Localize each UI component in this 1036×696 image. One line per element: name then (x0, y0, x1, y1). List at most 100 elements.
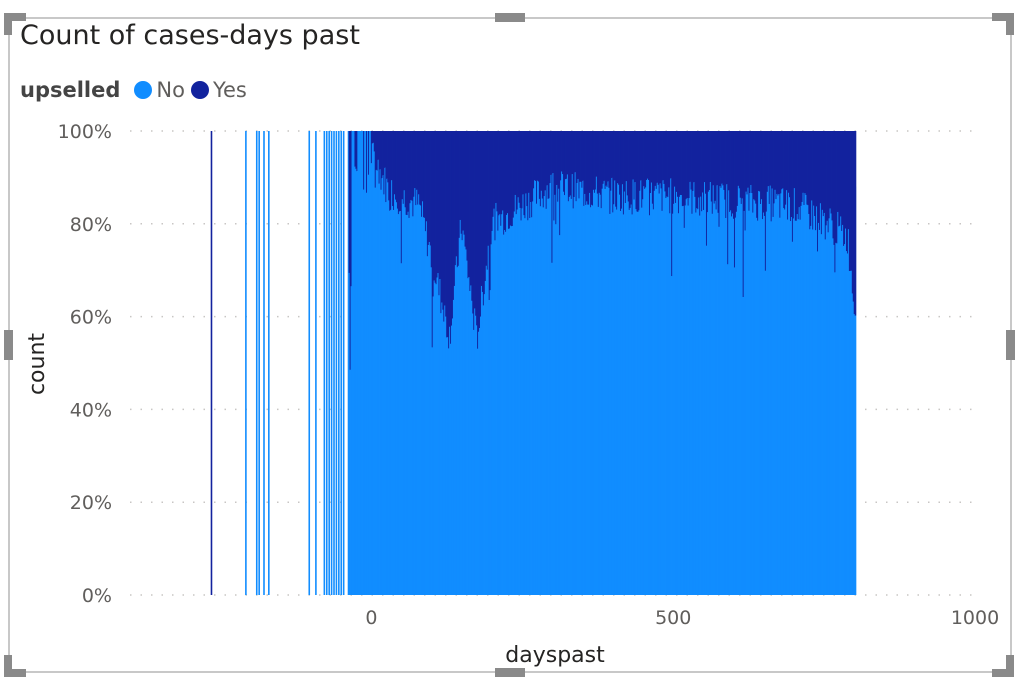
bar-segment-yes[interactable] (799, 131, 802, 220)
bar-segment-no[interactable] (476, 325, 478, 595)
bar-segment-no[interactable] (553, 220, 555, 595)
bar-segment-yes[interactable] (717, 131, 720, 213)
bar-segment-yes[interactable] (721, 131, 724, 184)
bar-segment-no[interactable] (694, 196, 696, 595)
bar-segment-no[interactable] (602, 183, 605, 595)
bar-segment-no[interactable] (515, 214, 518, 595)
bar-segment-no[interactable] (477, 348, 479, 595)
bar-segment-yes[interactable] (808, 131, 810, 214)
bar-segment-yes[interactable] (787, 131, 789, 220)
bar-segment-no[interactable] (631, 214, 634, 596)
bar-segment-no[interactable] (481, 291, 484, 595)
bar-segment-yes[interactable] (854, 131, 857, 316)
bar-segment-yes[interactable] (474, 131, 476, 309)
bar-segment-no[interactable] (739, 197, 742, 595)
bar-segment-no[interactable] (447, 337, 449, 595)
bar-segment-yes[interactable] (748, 131, 751, 211)
bar-segment-yes[interactable] (413, 131, 415, 197)
bar-segment-yes[interactable] (627, 131, 630, 202)
bar-segment-yes[interactable] (568, 131, 571, 197)
bar-segment-yes[interactable] (388, 131, 390, 201)
bar-segment-no[interactable] (651, 203, 654, 595)
bar-segment-yes[interactable] (557, 131, 559, 202)
bar-segment-yes[interactable] (779, 131, 781, 218)
bar-segment-no[interactable] (566, 174, 569, 595)
bar-segment-yes[interactable] (697, 131, 699, 210)
resize-handle-bottom-right[interactable] (992, 669, 1014, 677)
bar-segment-no[interactable] (455, 256, 458, 595)
bar-segment-no[interactable] (268, 131, 270, 595)
bar-segment-no[interactable] (664, 191, 667, 595)
bar-segment-no[interactable] (594, 189, 597, 595)
bar-segment-no[interactable] (729, 211, 731, 595)
bar-segment-no[interactable] (406, 215, 409, 595)
bar-segment-no[interactable] (772, 216, 775, 595)
bar-segment-yes[interactable] (667, 131, 669, 198)
bar-segment-no[interactable] (386, 178, 388, 595)
bar-segment-no[interactable] (541, 198, 544, 595)
bar-segment-yes[interactable] (849, 131, 852, 271)
bar-segment-yes[interactable] (740, 131, 743, 204)
bar-segment-no[interactable] (349, 369, 352, 595)
bar-segment-no[interactable] (641, 207, 643, 595)
bar-segment-yes[interactable] (612, 131, 614, 213)
bar-segment-no[interactable] (409, 203, 412, 595)
bar-segment-no[interactable] (513, 211, 516, 596)
bar-segment-no[interactable] (381, 178, 384, 595)
bar-segment-yes[interactable] (847, 131, 850, 230)
bar-segment-no[interactable] (397, 214, 400, 595)
bar-segment-no[interactable] (806, 204, 809, 595)
bar-segment-yes[interactable] (809, 131, 811, 230)
bar-segment-no[interactable] (531, 217, 533, 595)
bar-segment-yes[interactable] (542, 131, 545, 208)
bar-segment-no[interactable] (449, 326, 451, 595)
bar-segment-no[interactable] (367, 131, 369, 595)
bar-segment-yes[interactable] (490, 131, 493, 245)
bar-segment-yes[interactable] (380, 131, 383, 190)
bar-segment-yes[interactable] (807, 131, 809, 206)
bar-segment-yes[interactable] (647, 131, 649, 179)
resize-handle-top-right-v[interactable] (1006, 13, 1014, 35)
bar-segment-no[interactable] (671, 276, 673, 595)
bar-segment-yes[interactable] (558, 131, 560, 189)
bar-segment-no[interactable] (669, 213, 671, 595)
bar-segment-no[interactable] (780, 193, 782, 595)
bar-segment-yes[interactable] (613, 131, 615, 205)
bar-segment-yes[interactable] (716, 131, 719, 186)
bar-segment-yes[interactable] (479, 131, 481, 328)
bar-segment-no[interactable] (735, 211, 738, 595)
bar-segment-no[interactable] (364, 131, 366, 595)
bar-segment-no[interactable] (325, 131, 328, 595)
bar-segment-yes[interactable] (757, 131, 759, 221)
bar-segment-no[interactable] (767, 186, 770, 596)
bar-segment-yes[interactable] (614, 131, 616, 181)
bar-segment-no[interactable] (517, 197, 520, 595)
bar-segment-yes[interactable] (648, 131, 650, 181)
bar-segment-yes[interactable] (397, 131, 400, 215)
bar-segment-yes[interactable] (383, 131, 386, 195)
bar-segment-yes[interactable] (435, 131, 438, 285)
bar-segment-no[interactable] (781, 189, 783, 595)
bar-segment-yes[interactable] (548, 131, 551, 199)
bar-segment-yes[interactable] (447, 131, 449, 338)
bar-segment-yes[interactable] (729, 131, 731, 212)
bar-segment-no[interactable] (794, 220, 797, 595)
bar-segment-yes[interactable] (781, 131, 783, 190)
bar-segment-yes[interactable] (802, 131, 805, 193)
bar-segment-yes[interactable] (425, 131, 428, 222)
bar-segment-yes[interactable] (400, 131, 403, 264)
bar-segment-yes[interactable] (493, 131, 496, 209)
bar-segment-no[interactable] (663, 183, 666, 595)
bar-segment-no[interactable] (432, 296, 435, 595)
bar-segment-no[interactable] (555, 224, 557, 595)
bar-segment-no[interactable] (408, 217, 411, 595)
bar-segment-no[interactable] (803, 204, 806, 595)
bar-segment-yes[interactable] (640, 131, 642, 181)
bar-segment-yes[interactable] (463, 131, 466, 235)
bar-segment-no[interactable] (418, 194, 420, 595)
bar-segment-no[interactable] (453, 285, 456, 595)
bar-segment-no[interactable] (489, 290, 492, 595)
bar-segment-yes[interactable] (392, 131, 394, 207)
bar-segment-yes[interactable] (661, 131, 664, 211)
bar-segment-yes[interactable] (469, 131, 471, 291)
